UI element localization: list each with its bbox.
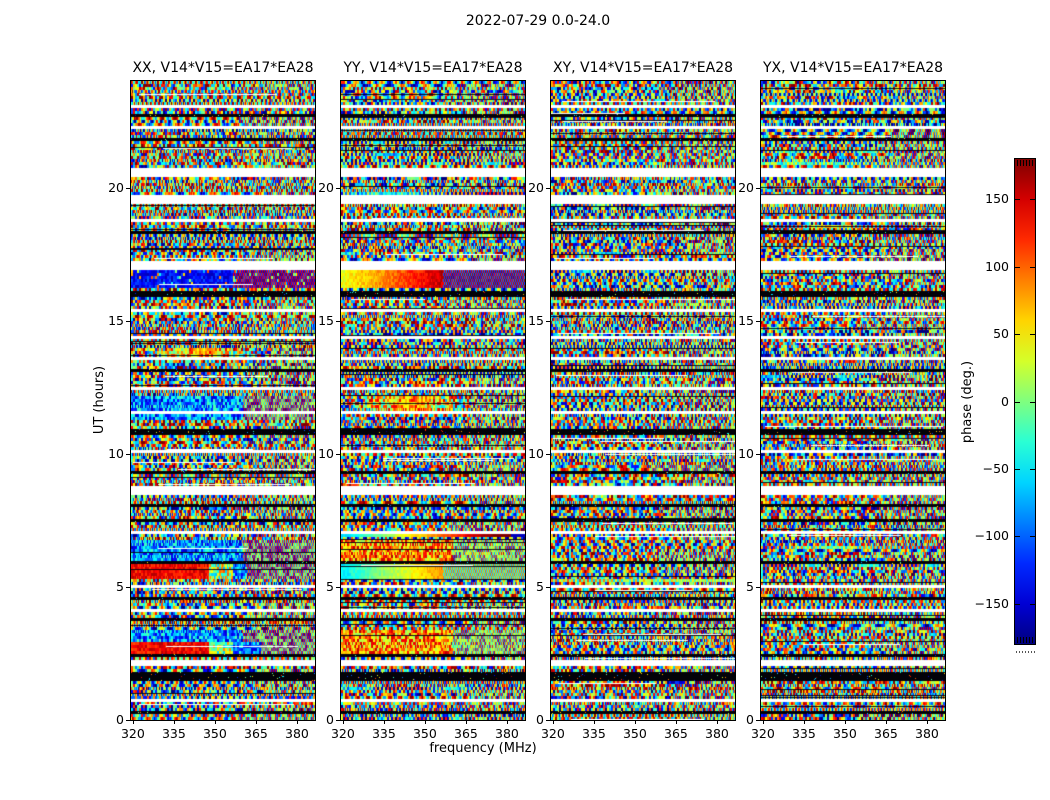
x-tick-label: 365 (244, 726, 268, 741)
y-tick-mark (336, 720, 340, 721)
x-tick-label: 350 (622, 726, 647, 741)
x-tick-mark (255, 720, 257, 724)
y-tick-mark (756, 720, 760, 721)
x-tick-label: 380 (915, 726, 939, 741)
y-tick-label: 10 (738, 445, 754, 461)
figure-title: 2022-07-29 0.0-24.0 (465, 13, 611, 29)
x-tick-label: 380 (285, 726, 309, 741)
panel-YY (340, 80, 526, 721)
x-tick-label: 335 (581, 726, 606, 741)
y-tick-label: 15 (738, 312, 754, 328)
x-tick-label: 320 (540, 726, 565, 741)
x-tick-mark (926, 720, 928, 724)
y-tick-mark (546, 720, 550, 721)
raster-XY (551, 81, 735, 720)
x-tick-mark (844, 720, 846, 724)
x-tick-mark (383, 720, 385, 724)
y-tick-label: 0 (326, 712, 334, 727)
y-tick-label: 5 (746, 578, 754, 594)
x-tick-label: 365 (664, 726, 688, 741)
y-tick-label: 0 (536, 712, 544, 727)
x-tick-label: 320 (120, 726, 145, 741)
panel-title-XX: XX, V14*V15=EA17*EA28 (132, 60, 314, 76)
x-tick-mark (675, 720, 677, 724)
y-tick-label: 20 (528, 179, 544, 195)
y-tick-mark (126, 320, 130, 322)
raster-XX (131, 81, 315, 720)
panel-title-YX: YX, V14*V15=EA17*EA28 (762, 60, 944, 76)
panel-XY (550, 80, 736, 721)
x-tick-mark (634, 720, 636, 724)
y-tick-mark (546, 586, 550, 588)
y-tick-label: 5 (536, 578, 544, 594)
raster-YX (761, 81, 945, 720)
y-tick-label: 15 (108, 312, 124, 328)
x-tick-mark (885, 720, 887, 724)
x-tick-mark (173, 720, 175, 724)
colorbar-label: phase (deg.) (960, 360, 975, 443)
y-tick-mark (126, 586, 130, 588)
y-tick-label: 10 (108, 445, 124, 461)
x-axis-label: frequency (MHz) (429, 741, 537, 756)
x-tick-mark (552, 720, 554, 724)
y-tick-label: 5 (326, 578, 334, 594)
x-tick-mark (296, 720, 298, 724)
x-tick-label: 350 (202, 726, 227, 741)
colorbar (1014, 158, 1036, 645)
y-tick-label: 0 (116, 712, 124, 727)
y-tick-mark (756, 586, 760, 588)
y-tick-mark (546, 453, 550, 455)
x-tick-label: 320 (330, 726, 355, 741)
x-tick-label: 320 (750, 726, 775, 741)
y-tick-label: 20 (108, 179, 124, 195)
y-tick-mark (756, 453, 760, 455)
x-tick-mark (506, 720, 508, 724)
x-tick-mark (716, 720, 718, 724)
y-tick-label: 5 (116, 578, 124, 594)
x-tick-label: 350 (412, 726, 437, 741)
x-tick-mark (342, 720, 344, 724)
x-tick-mark (465, 720, 467, 724)
y-tick-label: 0 (746, 712, 754, 727)
y-tick-label: 20 (738, 179, 754, 195)
y-tick-label: 15 (528, 312, 544, 328)
x-tick-mark (424, 720, 426, 724)
x-tick-label: 335 (161, 726, 186, 741)
x-tick-label: 335 (371, 726, 396, 741)
raster-YY (341, 81, 525, 720)
y-tick-label: 15 (318, 312, 334, 328)
x-tick-label: 365 (454, 726, 478, 741)
panel-YX (760, 80, 946, 721)
y-tick-mark (336, 187, 340, 189)
x-tick-label: 335 (791, 726, 816, 741)
y-tick-mark (336, 586, 340, 588)
x-tick-mark (803, 720, 805, 724)
x-tick-mark (214, 720, 216, 724)
y-tick-mark (126, 187, 130, 189)
y-tick-label: 10 (528, 445, 544, 461)
y-tick-mark (336, 320, 340, 322)
x-tick-label: 380 (705, 726, 729, 741)
panel-XX (130, 80, 316, 721)
x-tick-label: 365 (874, 726, 898, 741)
y-tick-label: 10 (318, 445, 334, 461)
panel-title-YY: YY, V14*V15=EA17*EA28 (343, 60, 523, 76)
y-tick-mark (546, 187, 550, 189)
x-tick-label: 380 (495, 726, 519, 741)
x-tick-mark (132, 720, 134, 724)
y-tick-label: 20 (318, 179, 334, 195)
x-tick-mark (593, 720, 595, 724)
y-tick-mark (756, 187, 760, 189)
y-tick-mark (546, 320, 550, 322)
x-tick-mark (762, 720, 764, 724)
panel-title-XY: XY, V14*V15=EA17*EA28 (552, 60, 734, 76)
y-tick-mark (126, 453, 130, 455)
x-tick-label: 350 (832, 726, 857, 741)
y-tick-mark (756, 320, 760, 322)
y-tick-mark (126, 720, 130, 721)
y-tick-mark (336, 453, 340, 455)
